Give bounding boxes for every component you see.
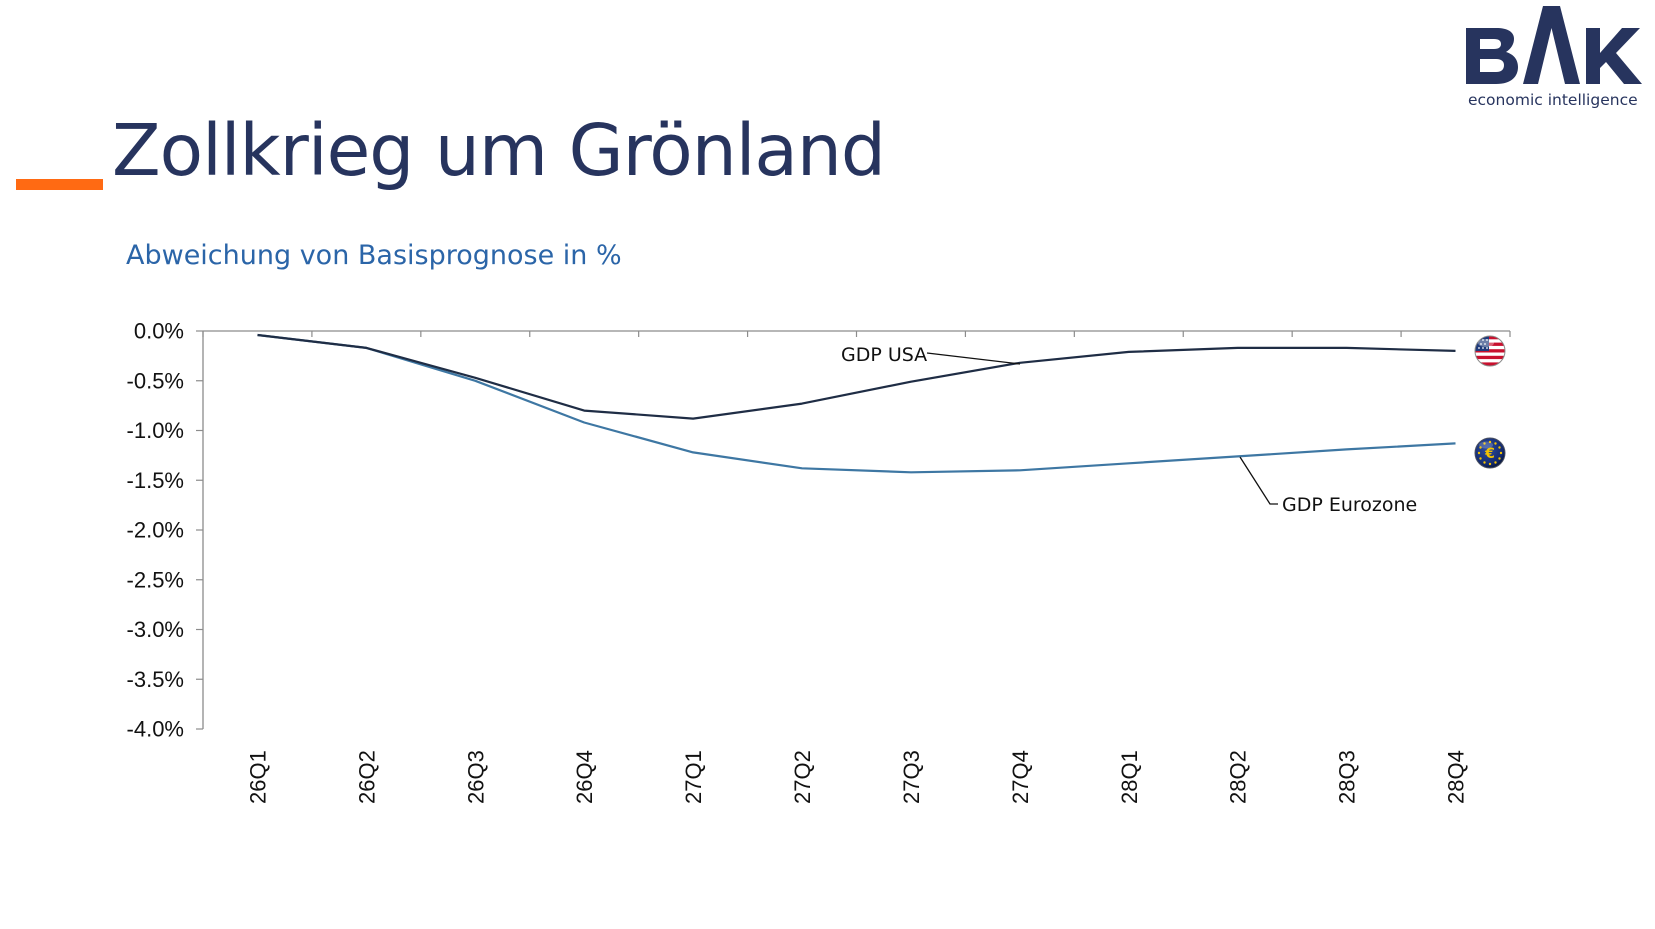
series-lines bbox=[257, 333, 1456, 474]
usa-series-label: GDP USA bbox=[841, 344, 1021, 366]
y-tick-label: 0.0% bbox=[134, 319, 184, 344]
usa-label-leader bbox=[926, 352, 1021, 365]
y-tick-label: -2.0% bbox=[127, 518, 184, 543]
chart-subtitle: Abweichung von Basisprognose in % bbox=[126, 240, 622, 271]
x-tick-label: 28Q1 bbox=[1117, 750, 1142, 804]
eurozone-label-text: GDP Eurozone bbox=[1282, 494, 1417, 516]
title-accent-bar bbox=[16, 179, 103, 190]
page-title: Zollkrieg um Grönland bbox=[112, 109, 886, 192]
x-tick-label: 26Q2 bbox=[354, 750, 379, 804]
y-tick-label: -3.5% bbox=[127, 667, 184, 692]
eurozone-label-leader bbox=[1239, 456, 1278, 505]
x-tick-label: 26Q3 bbox=[463, 750, 488, 804]
eu-euro-icon: € bbox=[1474, 437, 1506, 469]
x-tick-label: 27Q3 bbox=[899, 750, 924, 804]
y-tick-label: -3.0% bbox=[127, 617, 184, 642]
usa-label-text: GDP USA bbox=[841, 344, 927, 366]
logo-tagline: economic intelligence bbox=[1468, 91, 1638, 109]
logo-letters bbox=[1466, 6, 1642, 84]
y-tick-label: -0.5% bbox=[127, 368, 184, 393]
chart-axes bbox=[202, 330, 1511, 729]
x-tick-label: 27Q4 bbox=[1008, 750, 1033, 804]
x-axis-ticks: 26Q1 26Q2 26Q3 26Q4 27Q1 27Q2 27Q3 27Q4 28Q1 28Q2… bbox=[245, 750, 1468, 804]
svg-text:€: € bbox=[1484, 446, 1495, 462]
x-tick-label: 26Q1 bbox=[245, 750, 270, 804]
x-tick-label: 27Q1 bbox=[681, 750, 706, 804]
x-tick-label: 28Q2 bbox=[1226, 750, 1251, 804]
eurozone-series-label: GDP Eurozone bbox=[1239, 456, 1417, 516]
y-tick-label: -1.0% bbox=[127, 418, 184, 443]
series-line-gdp-usa bbox=[257, 333, 1456, 420]
y-tick-label: -2.5% bbox=[127, 567, 184, 592]
x-tick-label: 28Q3 bbox=[1335, 750, 1360, 804]
x-tick-label: 27Q2 bbox=[790, 750, 815, 804]
y-tick-label: -4.0% bbox=[127, 717, 184, 742]
x-tick-label: 28Q4 bbox=[1444, 750, 1469, 804]
series-line-gdp-eurozone bbox=[257, 333, 1456, 474]
y-axis-ticks: 0.0% -0.5% -1.0% -1.5% -2.0% -2.5% -3.0% -3.5% -… bbox=[127, 319, 203, 742]
y-tick-label: -1.5% bbox=[127, 468, 184, 493]
us-flag-icon bbox=[1474, 335, 1506, 367]
bak-logo: economic intelligence bbox=[1466, 6, 1642, 109]
x-tick-label: 26Q4 bbox=[572, 750, 597, 804]
